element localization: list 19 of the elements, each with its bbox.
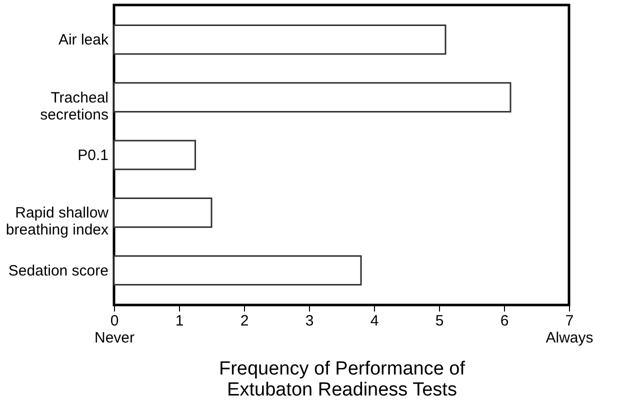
x-tick-label: 5 bbox=[435, 312, 444, 330]
x-tick-label: 2 bbox=[240, 312, 249, 330]
bar bbox=[113, 255, 362, 286]
x-tick-label: 7 Always bbox=[546, 312, 594, 346]
x-tick-label: 4 bbox=[370, 312, 379, 330]
x-tick-label: 0 Never bbox=[94, 312, 135, 346]
y-tick-label: Tracheal secretions bbox=[40, 89, 108, 124]
bar bbox=[113, 24, 446, 55]
bar bbox=[113, 198, 212, 228]
x-axis-title: Frequency of Performance of Extubaton Readiness Tests bbox=[218, 358, 466, 400]
y-tick-label: P0.1 bbox=[78, 147, 108, 164]
x-tick-label: 3 bbox=[305, 312, 314, 330]
y-tick-label: Rapid shallow breathing index bbox=[6, 204, 109, 239]
x-tick-label: 6 bbox=[500, 312, 509, 330]
y-tick-label: Sedation score bbox=[8, 262, 108, 280]
x-tick-label: 1 bbox=[175, 312, 184, 330]
bar bbox=[113, 140, 196, 170]
bar bbox=[113, 82, 512, 112]
y-tick-label: Air leak bbox=[58, 32, 109, 49]
